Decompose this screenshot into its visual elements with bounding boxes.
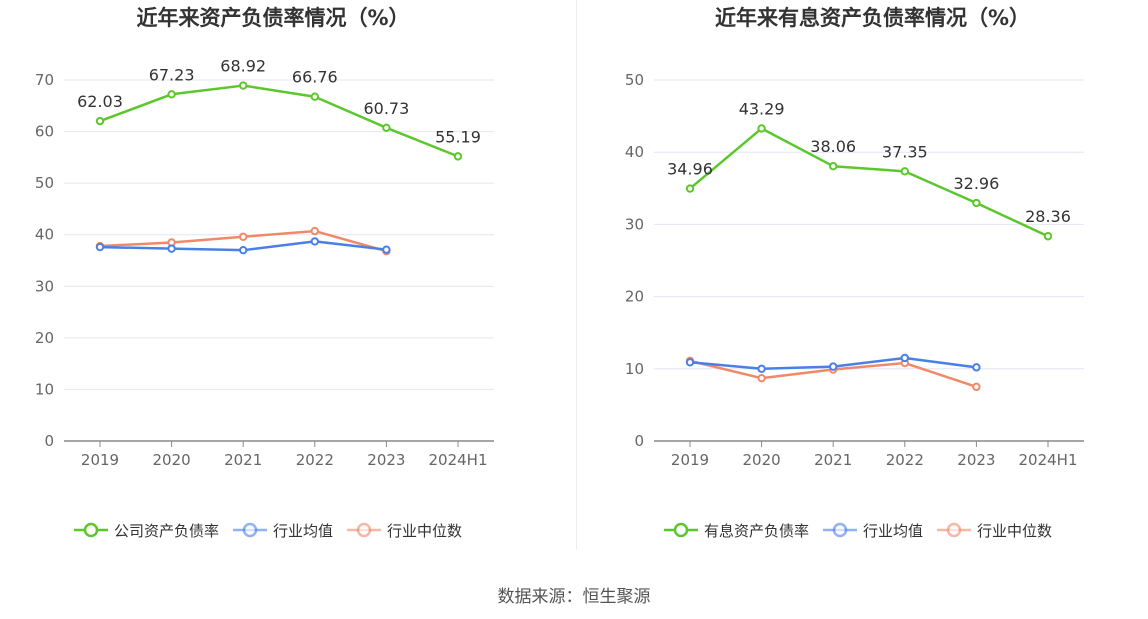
data-point[interactable]: [972, 382, 981, 392]
y-tick-label: 10: [625, 360, 644, 378]
panel-divider: [576, 0, 577, 550]
data-point[interactable]: [829, 362, 838, 371]
y-tick-label: 0: [634, 432, 644, 450]
data-point[interactable]: [167, 90, 176, 99]
data-point[interactable]: [382, 123, 391, 133]
data-point[interactable]: [167, 244, 176, 253]
legend-label: 行业中位数: [977, 521, 1053, 540]
y-tick-label: 50: [35, 174, 54, 192]
data-label: 37.35: [882, 142, 928, 161]
legend-marker-icon: [74, 522, 108, 538]
series-line: [99, 84, 459, 158]
data-label: 34.96: [667, 160, 713, 179]
x-tick-label: 2022: [886, 451, 924, 469]
data-point[interactable]: [685, 184, 695, 193]
chart-left: 0 10 20 30 40 50 60 70 2019 2020 2021 2022 2023 2024H…: [35, 57, 494, 469]
x-tick-label: 2021: [814, 451, 852, 469]
legend-marker-icon: [823, 522, 858, 538]
x-tick-label: 2024H1: [429, 451, 488, 469]
legend-label: 行业中位数: [387, 521, 463, 540]
chart-title-left: 近年来资产负债率情况（%）: [136, 6, 410, 30]
data-label: 62.03: [77, 92, 123, 111]
data-point[interactable]: [757, 364, 766, 373]
data-point[interactable]: [1043, 232, 1053, 241]
legend-item[interactable]: 公司资产负债率: [74, 520, 219, 541]
data-label: 32.96: [953, 174, 999, 193]
data-point[interactable]: [95, 116, 105, 126]
data-point[interactable]: [829, 162, 838, 171]
y-tick-label: 20: [35, 329, 54, 347]
data-point[interactable]: [972, 198, 981, 208]
data-label: 68.92: [220, 57, 266, 76]
data-source: 数据来源：恒生聚源: [497, 587, 651, 607]
legend-marker-icon: [664, 522, 698, 538]
chart-title-right: 近年来有息资产负债率情况（%）: [714, 6, 1031, 30]
data-point[interactable]: [310, 92, 319, 101]
legend-right: 有息资产负债率 行业均值 行业中位数: [664, 518, 1066, 542]
data-point[interactable]: [685, 358, 695, 367]
y-tick-label: 40: [625, 143, 644, 161]
y-tick-label: 10: [35, 380, 54, 398]
data-point[interactable]: [757, 373, 766, 383]
data-label: 66.76: [292, 68, 338, 87]
legend-left: 公司资产负债率 行业均值 行业中位数: [74, 518, 476, 542]
y-tick-label: 40: [35, 226, 54, 244]
x-tick-label: 2020: [153, 451, 191, 469]
legend-label: 有息资产负债率: [704, 521, 810, 540]
x-tick-label: 2021: [224, 451, 262, 469]
data-label: 28.36: [1025, 207, 1071, 226]
data-point[interactable]: [239, 245, 248, 255]
legend-marker-icon: [347, 522, 382, 538]
y-tick-label: 20: [625, 288, 644, 306]
legend-item[interactable]: 行业均值: [233, 520, 333, 541]
data-point[interactable]: [900, 353, 909, 363]
y-tick-label: 0: [44, 432, 54, 450]
data-label: 43.29: [739, 99, 785, 118]
legend-marker-icon: [233, 522, 268, 538]
x-tick-label: 2022: [296, 451, 334, 469]
data-point[interactable]: [310, 237, 319, 246]
data-label: 67.23: [149, 65, 195, 84]
x-tick-label: 2024H1: [1019, 451, 1078, 469]
x-tick-label: 2023: [957, 451, 995, 469]
data-label: 55.19: [435, 127, 481, 146]
chart-right: 0 10 20 30 40 50 2019 2020 2021 2022 2023 2024H1 34.…: [625, 71, 1084, 469]
legend-item[interactable]: 行业中位数: [937, 520, 1052, 541]
data-label: 38.06: [810, 137, 856, 156]
x-tick-label: 2019: [671, 451, 709, 469]
y-tick-label: 70: [35, 71, 54, 89]
legend-marker-icon: [937, 522, 972, 538]
x-tick-label: 2019: [81, 451, 119, 469]
y-tick-label: 60: [35, 123, 54, 141]
data-point[interactable]: [95, 242, 105, 252]
data-point[interactable]: [900, 167, 909, 176]
data-point[interactable]: [310, 226, 319, 236]
y-tick-label: 50: [625, 71, 644, 89]
legend-item[interactable]: 有息资产负债率: [664, 520, 809, 541]
y-tick-label: 30: [35, 277, 54, 295]
data-point[interactable]: [382, 245, 391, 254]
data-point[interactable]: [239, 232, 248, 241]
data-point[interactable]: [757, 124, 766, 133]
x-tick-label: 2023: [367, 451, 405, 469]
x-tick-label: 2020: [743, 451, 781, 469]
data-label: 60.73: [363, 99, 409, 118]
data-point[interactable]: [239, 81, 248, 90]
legend-label: 公司资产负债率: [114, 521, 220, 540]
legend-label: 行业均值: [863, 521, 924, 540]
series-line: [689, 127, 1049, 238]
data-point[interactable]: [972, 363, 981, 372]
legend-item[interactable]: 行业均值: [823, 520, 923, 541]
y-tick-label: 30: [625, 215, 644, 233]
legend-label: 行业均值: [273, 521, 334, 540]
legend-item[interactable]: 行业中位数: [347, 520, 462, 541]
data-point[interactable]: [453, 152, 463, 161]
